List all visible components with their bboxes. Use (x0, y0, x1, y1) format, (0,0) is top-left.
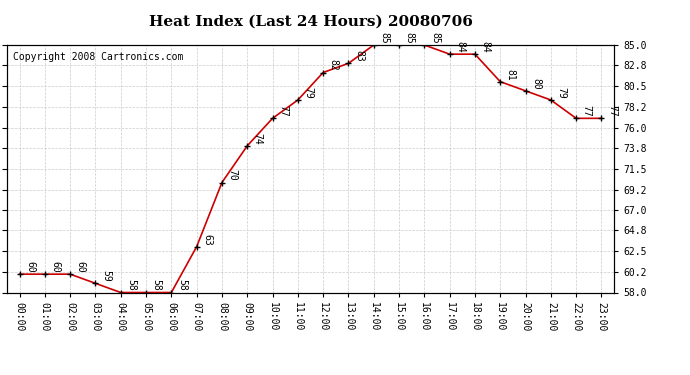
Text: 74: 74 (253, 133, 263, 144)
Text: 85: 85 (430, 32, 440, 44)
Text: 77: 77 (607, 105, 617, 117)
Text: 80: 80 (531, 78, 541, 90)
Text: Heat Index (Last 24 Hours) 20080706: Heat Index (Last 24 Hours) 20080706 (148, 15, 473, 29)
Text: 84: 84 (480, 41, 491, 53)
Text: 60: 60 (50, 261, 61, 273)
Text: 58: 58 (126, 279, 137, 291)
Text: 59: 59 (101, 270, 111, 282)
Text: 83: 83 (354, 50, 364, 62)
Text: 79: 79 (556, 87, 566, 99)
Text: 81: 81 (506, 69, 516, 80)
Text: 79: 79 (304, 87, 313, 99)
Text: Copyright 2008 Cartronics.com: Copyright 2008 Cartronics.com (13, 53, 184, 62)
Text: 58: 58 (152, 279, 161, 291)
Text: 58: 58 (177, 279, 187, 291)
Text: 60: 60 (25, 261, 35, 273)
Text: 77: 77 (278, 105, 288, 117)
Text: 60: 60 (76, 261, 86, 273)
Text: 77: 77 (582, 105, 592, 117)
Text: 70: 70 (228, 170, 237, 181)
Text: 63: 63 (202, 234, 213, 245)
Text: 85: 85 (380, 32, 389, 44)
Text: 84: 84 (455, 41, 465, 53)
Text: 85: 85 (404, 32, 415, 44)
Text: 82: 82 (328, 59, 339, 71)
